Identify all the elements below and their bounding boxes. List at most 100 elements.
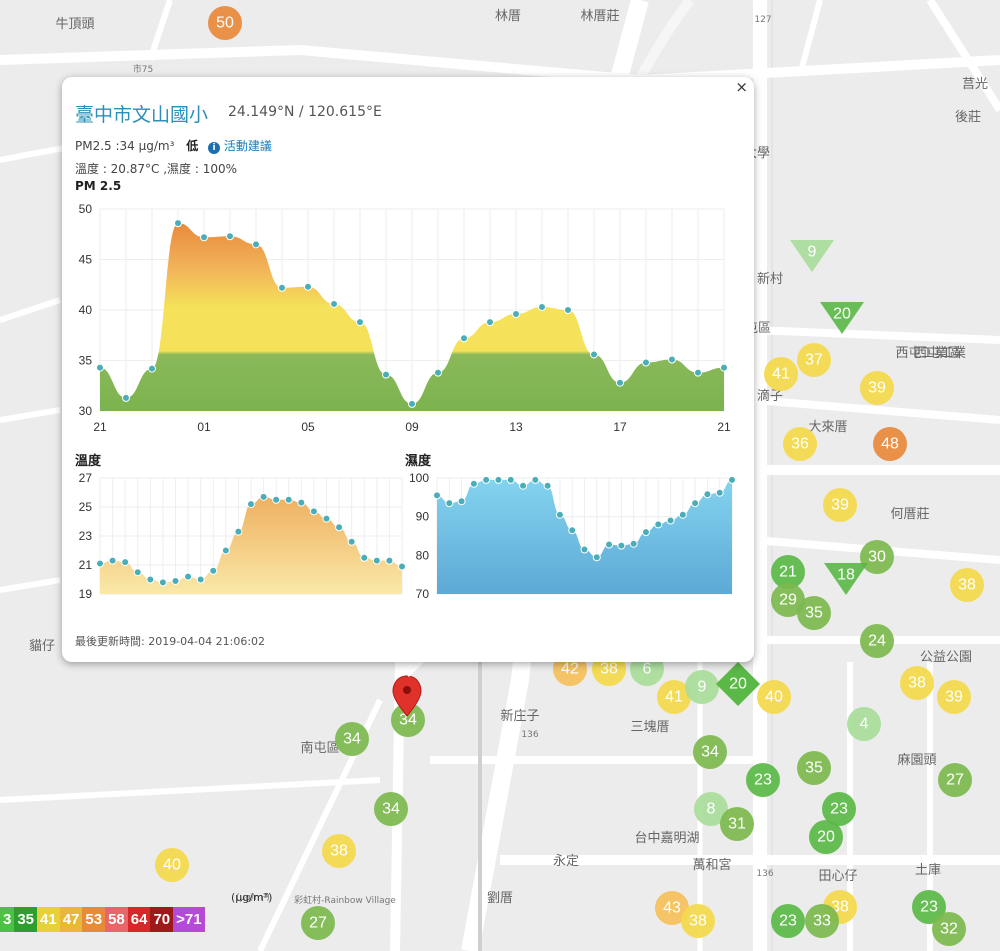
station-marker[interactable]: 27 [301, 906, 335, 940]
marker-value: 35 [805, 760, 823, 777]
marker-value: 38 [330, 843, 348, 860]
station-marker[interactable]: 4 [847, 707, 881, 741]
data-point [617, 541, 626, 550]
station-marker[interactable]: 35 [797, 751, 831, 785]
station-marker[interactable]: 36 [783, 427, 817, 461]
marker-value: 32 [940, 921, 958, 938]
close-button[interactable]: × [735, 78, 748, 96]
station-marker[interactable]: 50 [208, 6, 242, 40]
data-point [531, 475, 540, 484]
station-marker[interactable]: 9 [790, 240, 834, 272]
circle-marker-icon [720, 807, 754, 841]
station-marker[interactable]: 40 [155, 848, 189, 882]
legend-item: 47 [59, 907, 83, 932]
data-point [590, 350, 598, 359]
station-marker[interactable]: 41 [764, 357, 798, 391]
station-marker[interactable]: 23 [771, 904, 805, 938]
marker-value: 48 [881, 436, 899, 453]
station-marker[interactable]: 39 [860, 371, 894, 405]
station-marker[interactable]: 31 [720, 807, 754, 841]
station-marker[interactable]: 8 [694, 792, 728, 826]
station-marker[interactable]: 39 [823, 488, 857, 522]
station-marker[interactable]: 9 [685, 670, 719, 704]
station-marker[interactable]: 23 [912, 890, 946, 924]
x-tick-label: 21 [93, 420, 107, 434]
data-point [385, 556, 394, 565]
station-marker[interactable]: 20 [809, 820, 843, 854]
station-marker[interactable]: 38 [681, 904, 715, 938]
data-point [221, 546, 230, 555]
station-marker[interactable]: 41 [657, 680, 691, 714]
circle-marker-icon [797, 596, 831, 630]
circle-marker-icon [655, 891, 689, 925]
station-marker[interactable]: 38 [900, 666, 934, 700]
marker-value: 38 [908, 675, 926, 692]
marker-value: 23 [779, 913, 797, 930]
marker-value: 39 [868, 380, 886, 397]
data-point [678, 510, 687, 519]
data-point [226, 232, 234, 241]
location-pin-icon[interactable] [392, 675, 422, 717]
legend-item: >71 [173, 907, 205, 932]
circle-marker-icon [797, 343, 831, 377]
station-marker[interactable]: 39 [937, 680, 971, 714]
marker-value: 29 [779, 592, 797, 609]
y-tick-label: 21 [79, 558, 93, 572]
advice-link[interactable]: i 活動建議 [208, 139, 272, 154]
station-marker[interactable]: 30 [860, 540, 894, 574]
station-marker[interactable]: 32 [932, 912, 966, 946]
station-marker[interactable]: 20 [716, 662, 760, 706]
station-marker[interactable]: 34 [693, 735, 727, 769]
marker-value: 34 [382, 801, 400, 818]
circle-marker-icon [900, 666, 934, 700]
marker-value: 40 [765, 689, 783, 706]
station-name[interactable]: 臺中市文山國小 [75, 104, 209, 126]
circle-marker-icon [208, 6, 242, 40]
station-marker[interactable]: 37 [797, 343, 831, 377]
data-point [133, 568, 142, 577]
station-marker[interactable]: 27 [938, 763, 972, 797]
station-marker[interactable]: 29 [771, 583, 805, 617]
marker-value: 42 [561, 661, 579, 678]
y-tick-label: 40 [79, 303, 93, 317]
data-point [457, 497, 466, 506]
station-marker[interactable]: 34 [391, 703, 425, 737]
data-point [460, 334, 468, 343]
circle-marker-icon [155, 848, 189, 882]
place-label: 土庫 [915, 863, 941, 878]
station-marker[interactable]: 34 [335, 722, 369, 756]
data-point [398, 562, 406, 571]
data-point [146, 575, 155, 584]
station-marker[interactable]: 48 [873, 427, 907, 461]
station-marker[interactable]: 20 [820, 302, 864, 334]
station-marker[interactable]: 38 [950, 568, 984, 602]
place-label: 麻園頭 [897, 753, 936, 768]
data-point [297, 498, 306, 507]
data-point [335, 523, 344, 532]
road-label: 136 [521, 730, 538, 740]
circle-marker-icon [657, 680, 691, 714]
station-marker[interactable]: 35 [797, 596, 831, 630]
x-tick-label: 05 [301, 420, 315, 434]
station-marker[interactable]: 23 [746, 763, 780, 797]
station-marker[interactable]: 34 [374, 792, 408, 826]
station-marker[interactable]: 33 [805, 904, 839, 938]
station-marker[interactable]: 24 [860, 624, 894, 658]
station-marker[interactable]: 23 [822, 792, 856, 826]
selected-station-pin[interactable] [392, 675, 422, 717]
station-marker[interactable]: 38 [322, 834, 356, 868]
series-area [100, 496, 402, 594]
place-label: 三塊厝 [630, 719, 669, 735]
circle-marker-icon [335, 722, 369, 756]
marker-value: 39 [831, 497, 849, 514]
station-marker[interactable]: 40 [757, 680, 791, 714]
station-marker[interactable]: 21 [771, 555, 805, 589]
pm25-level: 低 [186, 139, 199, 153]
station-marker[interactable]: 18 [824, 563, 868, 595]
circle-marker-icon [693, 735, 727, 769]
data-point [580, 545, 589, 554]
marker-value: 18 [837, 567, 855, 584]
station-marker[interactable]: 43 [655, 891, 689, 925]
circle-marker-icon [950, 568, 984, 602]
